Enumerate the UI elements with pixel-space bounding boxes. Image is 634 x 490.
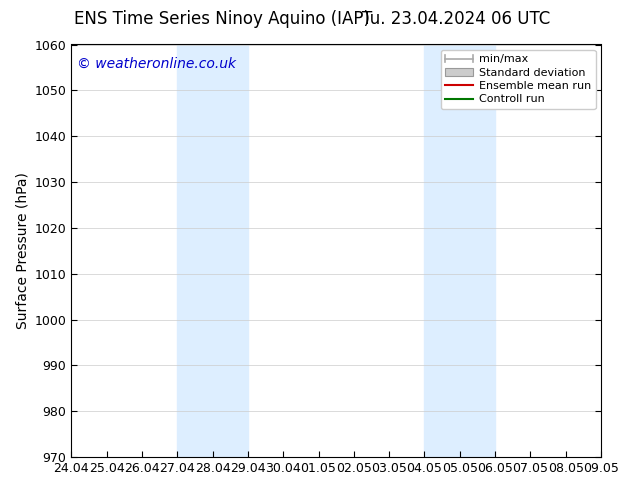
Text: ENS Time Series Ninoy Aquino (IAP): ENS Time Series Ninoy Aquino (IAP) — [74, 10, 370, 28]
Text: © weatheronline.co.uk: © weatheronline.co.uk — [77, 57, 236, 71]
Text: Tu. 23.04.2024 06 UTC: Tu. 23.04.2024 06 UTC — [363, 10, 550, 28]
Bar — [425, 45, 495, 457]
Legend: min/max, Standard deviation, Ensemble mean run, Controll run: min/max, Standard deviation, Ensemble me… — [441, 50, 595, 109]
Y-axis label: Surface Pressure (hPa): Surface Pressure (hPa) — [15, 172, 29, 329]
Bar — [178, 45, 248, 457]
